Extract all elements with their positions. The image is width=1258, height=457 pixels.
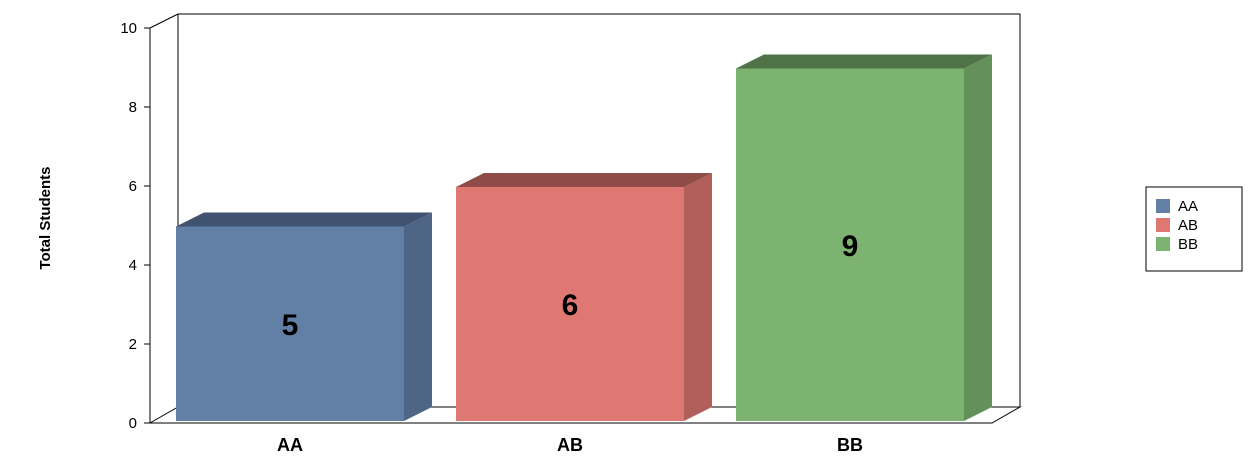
bar-bb: 9 bbox=[736, 54, 992, 421]
y-tick-label: 2 bbox=[129, 336, 137, 353]
bar-side-face bbox=[684, 173, 712, 421]
data-label: 6 bbox=[562, 289, 579, 322]
bar-side-face bbox=[964, 54, 992, 421]
y-axis-ticks: 0 2 4 6 8 10 bbox=[120, 20, 150, 432]
bar-side-face bbox=[404, 212, 432, 421]
bar-front-face bbox=[176, 226, 404, 421]
legend-entry: AA bbox=[1178, 198, 1198, 215]
legend-swatch bbox=[1156, 199, 1170, 213]
legend-entry: AB bbox=[1178, 217, 1198, 234]
legend-entry: BB bbox=[1178, 236, 1198, 253]
left-wall-top-edge bbox=[149, 13, 179, 29]
floor bbox=[149, 406, 1022, 424]
x-axis-labels: AA AB BB bbox=[277, 435, 863, 455]
x-tick-label: AA bbox=[277, 435, 303, 455]
legend-swatch bbox=[1156, 237, 1170, 251]
x-tick-label: BB bbox=[837, 435, 863, 455]
y-axis-title: Total Students bbox=[37, 166, 54, 269]
back-wall bbox=[178, 13, 1021, 407]
y-tick-label: 6 bbox=[129, 178, 137, 195]
y-tick-label: 4 bbox=[129, 257, 137, 274]
bars: 5 6 9 bbox=[176, 54, 992, 421]
x-tick-label: AB bbox=[557, 435, 583, 455]
data-label: 9 bbox=[842, 230, 859, 263]
legend: AA AB BB bbox=[1145, 186, 1243, 272]
bar-top-face bbox=[736, 54, 992, 69]
legend-swatch bbox=[1156, 218, 1170, 232]
bar-front-face bbox=[736, 68, 964, 421]
data-label: 5 bbox=[282, 309, 299, 342]
y-tick-label: 0 bbox=[129, 415, 137, 432]
y-tick-label: 8 bbox=[129, 99, 137, 116]
bar-front-face bbox=[456, 187, 684, 421]
bar-top-face bbox=[176, 212, 432, 227]
y-tick-label: 10 bbox=[120, 20, 137, 37]
bar-aa: 5 bbox=[176, 212, 432, 421]
bar-ab: 6 bbox=[456, 173, 712, 421]
legend-items: AA AB BB bbox=[1156, 198, 1198, 253]
bar-top-face bbox=[456, 173, 712, 187]
